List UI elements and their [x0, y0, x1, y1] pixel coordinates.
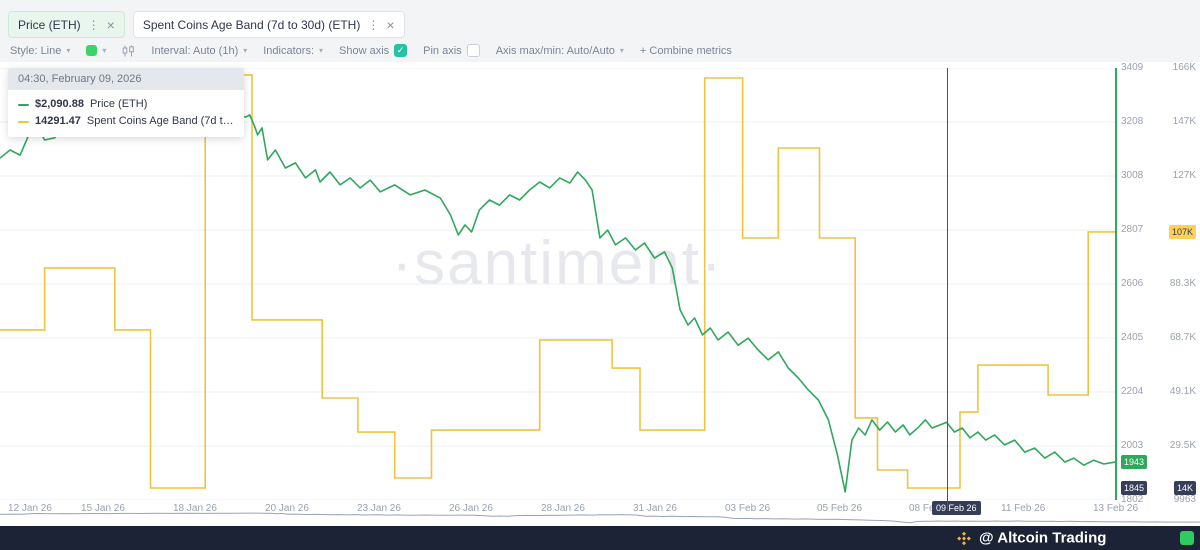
tab-spent-coins-age-band[interactable]: Spent Coins Age Band (7d to 30d) (ETH) ⋮… — [132, 11, 405, 38]
more-options-icon[interactable]: ⋮ — [367, 17, 380, 32]
indicators-dropdown[interactable]: Indicators: ▾ — [263, 45, 323, 57]
more-options-icon[interactable]: ⋮ — [87, 17, 100, 32]
interval-dropdown[interactable]: Interval: Auto (1h) ▾ — [151, 45, 247, 57]
band-axis-badge: 107K — [1168, 224, 1196, 239]
band-axis-badge: 14K — [1173, 481, 1196, 496]
pin-axis-toggle[interactable]: Pin axis — [423, 44, 480, 57]
x-axis-label: 20 Jan 26 — [265, 503, 309, 514]
style-label: Style: Line — [10, 44, 62, 57]
band-axis-tick: 9963 — [1173, 494, 1196, 505]
indicators-label: Indicators: — [263, 44, 314, 57]
minimap-preview[interactable] — [0, 510, 1200, 526]
price-value: $2,090.88 — [35, 98, 84, 110]
close-icon[interactable]: × — [386, 16, 395, 33]
caret-down-icon: ▾ — [319, 46, 324, 55]
caret-down-icon: ▾ — [66, 46, 71, 55]
binance-logo-icon — [956, 530, 972, 546]
green-widget-icon[interactable] — [1180, 531, 1194, 545]
caret-down-icon: ▾ — [243, 46, 248, 55]
x-axis-label: 31 Jan 26 — [633, 503, 677, 514]
checkbox-show-axis[interactable]: ✓ — [394, 44, 408, 57]
price-axis-tick: 3208 — [1121, 116, 1144, 127]
tooltip-datetime: 04:30, February 09, 2026 — [8, 68, 244, 90]
style-dropdown[interactable]: Style: Line ▾ — [10, 45, 70, 57]
footer-bar: @ Altcoin Trading — [0, 526, 1200, 550]
attribution-handle: @ Altcoin Trading — [979, 529, 1107, 547]
x-axis-label: 08 Feb 26 — [909, 503, 954, 514]
tab-price-label: Price (ETH) — [18, 17, 81, 32]
price-axis-line — [1115, 68, 1117, 500]
show-axis-toggle[interactable]: Show axis ✓ — [339, 44, 408, 57]
color-swatch[interactable] — [86, 45, 98, 56]
pin-axis-label: Pin axis — [423, 44, 462, 57]
x-axis-label: 11 Feb 26 — [1001, 503, 1046, 514]
header: Price (ETH) ⋮ × Spent Coins Age Band (7d… — [0, 0, 1200, 62]
metric-tabs: Price (ETH) ⋮ × Spent Coins Age Band (7d… — [8, 11, 405, 38]
check-icon: ✓ — [396, 45, 405, 55]
x-axis-label: 12 Jan 26 — [8, 503, 52, 514]
price-axis-tick: 2807 — [1121, 224, 1144, 235]
band-axis-tick: 68.7K — [1169, 332, 1196, 343]
price-axis-tick: 2405 — [1121, 332, 1144, 343]
tooltip-body: $2,090.88 Price (ETH) 14291.47 Spent Coi… — [8, 90, 244, 137]
tooltip-row-band: 14291.47 Spent Coins Age Band (7d to 30d… — [18, 113, 234, 130]
attribution: @ Altcoin Trading — [956, 530, 1106, 547]
band-axis-tick: 166K — [1172, 62, 1196, 73]
chart-type-button[interactable] — [122, 45, 135, 57]
price-axis-tick: 2204 — [1121, 386, 1144, 397]
price-axis-tick: 3409 — [1121, 62, 1144, 73]
combine-metrics-button[interactable]: + Combine metrics — [640, 45, 732, 57]
price-axis-badge: 1943 — [1121, 455, 1148, 470]
band-value: 14291.47 — [35, 115, 81, 127]
chart-toolbar: Style: Line ▾ ▾ Interval: Auto (1h) ▾ — [10, 44, 732, 57]
x-axis-label: 28 Jan 26 — [541, 503, 585, 514]
x-axis-label: 05 Feb 26 — [817, 503, 863, 514]
chart-tooltip: 04:30, February 09, 2026 $2,090.88 Price… — [8, 68, 244, 137]
tab-band-label: Spent Coins Age Band (7d to 30d) (ETH) — [142, 17, 361, 32]
price-axis-tick: 1802 — [1121, 494, 1144, 505]
band-axis-tick: 49.1K — [1169, 386, 1196, 397]
price-axis: 3409 3208 3008 2807 2606 2405 2204 2003 1802 1943… — [1121, 63, 1159, 505]
show-axis-label: Show axis — [339, 44, 390, 57]
band-axis: 166K 147K 127K 107K 88.3K 68.7K 49.1K 29.5K 9963… — [1158, 63, 1196, 505]
price-axis-tick: 2003 — [1121, 440, 1144, 451]
price-axis-tick: 3008 — [1121, 170, 1144, 181]
close-icon[interactable]: × — [106, 16, 115, 33]
x-axis-label: 18 Jan 26 — [173, 503, 217, 514]
x-axis-crosshair-badge: 09 Feb 26 — [932, 501, 981, 515]
checkbox-pin-axis[interactable] — [466, 44, 480, 57]
legend-swatch-band — [18, 120, 29, 123]
color-swatch-dropdown[interactable]: ▾ — [86, 45, 106, 56]
x-axis-label: 15 Jan 26 — [81, 503, 125, 514]
axis-maxmin-dropdown[interactable]: Axis max/min: Auto/Auto ▾ — [496, 45, 624, 57]
price-axis-tick: 2606 — [1121, 278, 1144, 289]
candlestick-icon — [123, 45, 135, 56]
caret-down-icon: ▾ — [102, 46, 107, 55]
band-series-label: Spent Coins Age Band (7d to 30d) (ETH) — [86, 115, 234, 127]
band-axis-tick: 147K — [1172, 116, 1196, 127]
band-axis-tick: 29.5K — [1169, 440, 1196, 451]
santiment-watermark: ·santiment· — [391, 229, 724, 298]
caret-down-icon: ▾ — [619, 46, 624, 55]
legend-swatch-price — [18, 103, 29, 106]
price-axis-badge: 1845 — [1121, 481, 1148, 496]
x-axis-label: 13 Feb 26 — [1093, 503, 1139, 514]
combine-metrics-label: + Combine metrics — [639, 44, 732, 57]
band-axis-tick: 127K — [1172, 170, 1196, 181]
price-series-label: Price (ETH) — [89, 98, 148, 110]
x-axis: 12 Jan 26 15 Jan 26 18 Jan 26 20 Jan 26 23 J… — [0, 501, 1160, 515]
x-axis-label: 23 Jan 26 — [357, 503, 401, 514]
tooltip-row-price: $2,090.88 Price (ETH) — [18, 96, 234, 113]
interval-label: Interval: Auto (1h) — [151, 44, 239, 57]
axis-maxmin-label: Axis max/min: Auto/Auto — [495, 44, 615, 57]
crosshair-line — [947, 68, 948, 511]
band-axis-tick: 88.3K — [1169, 278, 1196, 289]
x-axis-label: 26 Jan 26 — [449, 503, 493, 514]
x-axis-label: 03 Feb 26 — [725, 503, 771, 514]
tab-price[interactable]: Price (ETH) ⋮ × — [8, 11, 125, 38]
